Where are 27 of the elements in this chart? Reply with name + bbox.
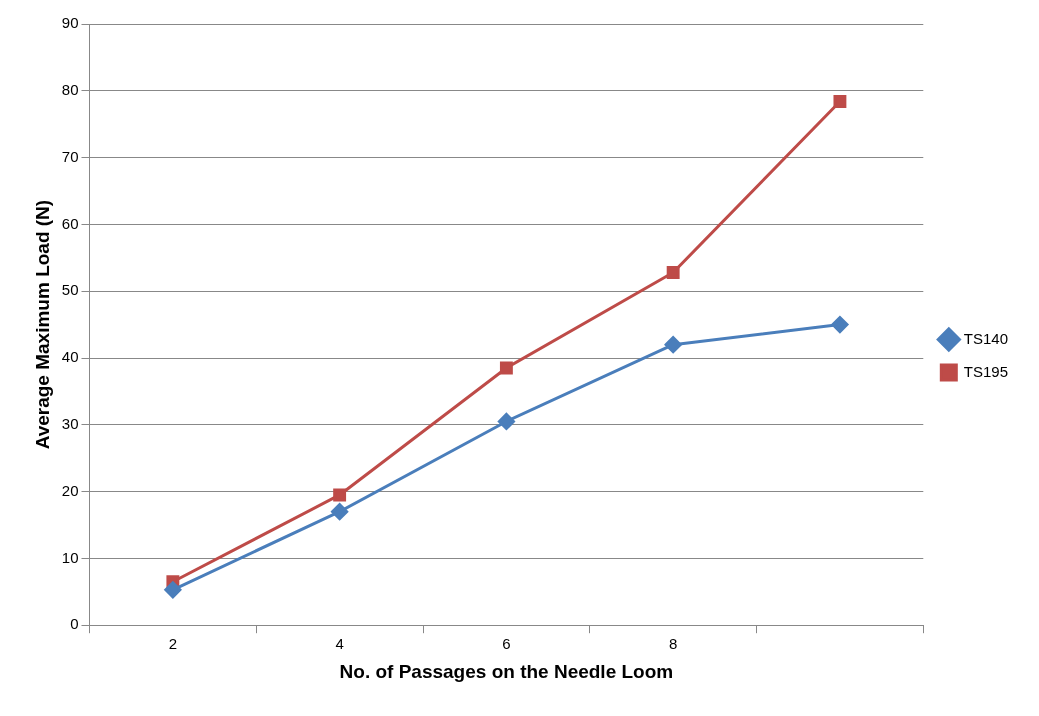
- legend-label: TS140: [963, 329, 1009, 347]
- point: [833, 95, 847, 108]
- x-tick-label: 4: [335, 635, 344, 653]
- y-tick-label: 0: [70, 615, 79, 633]
- y-tick-label: 50: [61, 281, 79, 299]
- y-tick-label: 90: [61, 14, 79, 32]
- point: [664, 336, 682, 354]
- point: [831, 316, 849, 334]
- y-tick-label: 40: [61, 348, 79, 366]
- legend-label: TS195: [963, 362, 1009, 380]
- point: [666, 266, 680, 279]
- y-tick-label: 10: [61, 548, 79, 566]
- y-axis-title: Average Maximum Load (N): [31, 199, 53, 450]
- point: [499, 361, 513, 375]
- y-tick-label: 80: [61, 80, 79, 98]
- y-tick-label: 70: [61, 147, 79, 165]
- point: [331, 503, 349, 521]
- x-axis-title: No. of Passages on the Needle Loom: [339, 660, 674, 682]
- x-tick-label: 8: [668, 635, 678, 653]
- y-tick-label: 20: [61, 481, 79, 499]
- y-tick-label: 30: [61, 414, 79, 432]
- y-tick-label: 60: [61, 214, 79, 232]
- point: [333, 488, 347, 502]
- point: [164, 581, 182, 599]
- x-tick-label: 6: [502, 635, 511, 653]
- x-tick-label: 2: [168, 635, 178, 653]
- point: [497, 412, 515, 430]
